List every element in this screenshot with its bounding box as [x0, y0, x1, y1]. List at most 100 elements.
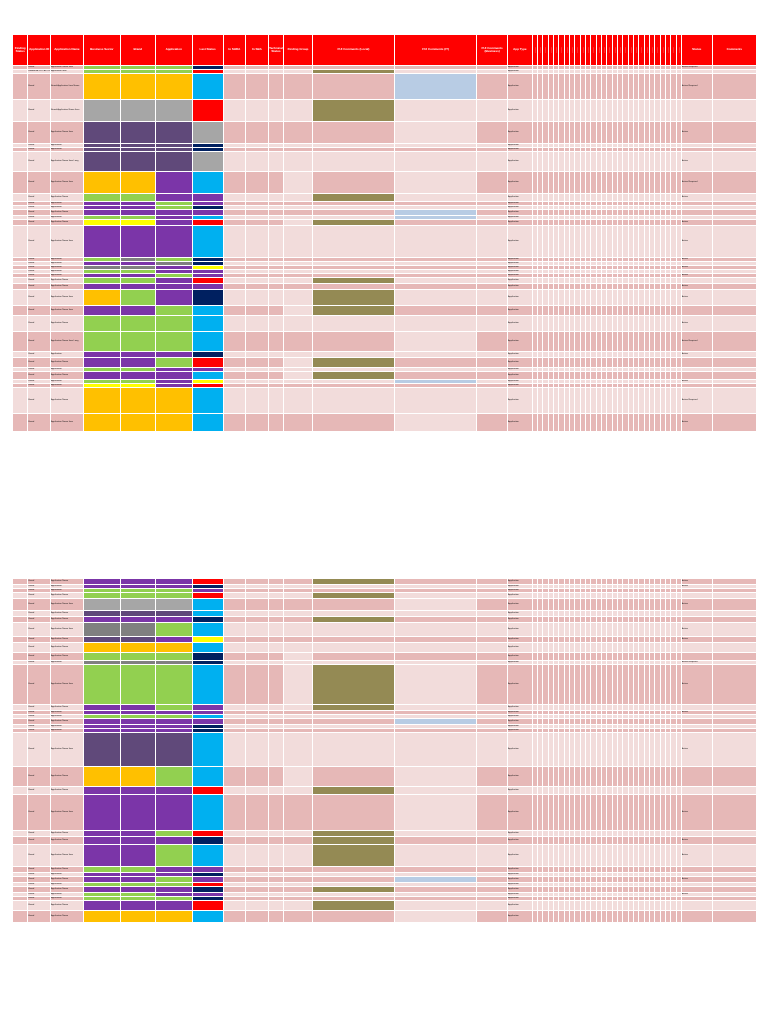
finding-status-cell	[12, 900, 29, 911]
table-row[interactable]: Brand Application Name Item Application Act…	[12, 844, 757, 867]
table-row[interactable]: Brand Application Name Item Application Act…	[12, 65, 757, 70]
in-sba-cell	[245, 836, 269, 845]
finding-group-cell	[283, 99, 313, 122]
table-row[interactable]: BRANDAPPLICATION Application Item Applicat…	[12, 69, 757, 74]
table-row[interactable]: Brand Brand Application Name Item Applicat…	[12, 99, 757, 122]
in-shda-cell	[222, 371, 247, 380]
application-name-cell: Application Name Item	[50, 413, 84, 432]
comments-cell	[711, 331, 757, 352]
table-row[interactable]: Brand Application Name Application	[12, 371, 757, 380]
table-row[interactable]: Brand Application Name Item Application Act…	[12, 289, 757, 306]
finding-status-cell	[12, 289, 29, 306]
in-shda-cell	[222, 900, 247, 911]
in-shda-cell	[222, 910, 247, 923]
table-row[interactable]: Brand Application Name Application	[12, 357, 757, 368]
table-row[interactable]: Brand Application Application Action	[12, 351, 757, 358]
finding-status-cell	[12, 766, 29, 787]
table-row[interactable]: Brand Application Name Application	[12, 786, 757, 795]
finding-status-cell	[12, 305, 29, 316]
last-status-cell	[191, 315, 224, 332]
table-row[interactable]: Brand Application Name Application	[12, 910, 757, 923]
table-row[interactable]: Brand Application Name Item Application Act…	[12, 732, 757, 767]
technical-status-cell	[267, 121, 285, 144]
finding-status-cell	[12, 732, 29, 767]
column-header: Finding Status	[12, 34, 29, 66]
table-row[interactable]: Brand Application Name Item Application Act…	[12, 413, 757, 432]
fui-comments-it-cell	[394, 598, 478, 611]
fui-comments-local-cell	[311, 652, 396, 661]
business-sector-cell	[82, 315, 121, 332]
table-row[interactable]: Brand Application Name Application	[12, 592, 757, 599]
table-row[interactable]: Brand Application Name Application Action	[12, 315, 757, 332]
application-id-cell: Brand	[27, 171, 51, 194]
comments-cell	[711, 836, 757, 845]
fui-comments-business-cell	[476, 331, 509, 352]
table-row[interactable]: Brand Application Name Item Long Applicati…	[12, 151, 757, 172]
table-row[interactable]: Brand Application Name Application Action R…	[12, 387, 757, 414]
application-cell	[154, 151, 193, 172]
table-row[interactable]: Brand Application Name Item Application Act…	[12, 794, 757, 831]
in-sba-cell	[245, 622, 269, 637]
application-cell	[154, 910, 193, 923]
table-row[interactable]: Brand Application Application	[12, 201, 757, 206]
table-row[interactable]: Brand Application Name Item Application Act…	[12, 664, 757, 705]
brand-cell	[119, 99, 156, 122]
finding-status-cell	[12, 664, 29, 705]
app-type-cell: Application	[507, 225, 533, 258]
finding-status-cell	[12, 910, 29, 923]
fui-comments-local-cell	[311, 732, 396, 767]
table-row[interactable]: Brand Application Name Item Application	[12, 305, 757, 316]
table-row[interactable]: Brand Application Name Item Application Act…	[12, 121, 757, 144]
table-row[interactable]: Brand Application Name Application Action	[12, 283, 757, 290]
table-row[interactable]: Brand Application Application	[12, 728, 757, 733]
app-type-cell: Application	[507, 193, 533, 202]
app-type-cell: Application	[507, 664, 533, 705]
table-row[interactable]: Brand Application Name Application	[12, 642, 757, 653]
application-cell	[154, 786, 193, 795]
comments-cell	[711, 225, 757, 258]
table-row[interactable]: Brand Application Name Application Action	[12, 193, 757, 202]
finding-status-cell	[12, 413, 29, 432]
fui-comments-it-cell	[394, 121, 478, 144]
comments-cell	[711, 664, 757, 705]
application-id-cell: Brand	[27, 642, 51, 653]
in-sba-cell	[245, 193, 269, 202]
table-row[interactable]: Brand Application Name Application Action	[12, 836, 757, 845]
business-sector-cell	[82, 836, 121, 845]
fui-comments-local-cell	[311, 766, 396, 787]
table-row[interactable]: Brand Application Name Application	[12, 652, 757, 661]
status-cell	[680, 357, 713, 368]
fui-comments-local-cell	[311, 331, 396, 352]
table-row[interactable]: Brand Application Name Item Application Act…	[12, 622, 757, 637]
application-id-cell: Brand	[27, 732, 51, 767]
application-name-cell: Application Name Item	[50, 171, 84, 194]
application-name-cell: Brand Application Name Item	[50, 99, 84, 122]
in-sba-cell	[245, 357, 269, 368]
technical-status-cell	[267, 357, 285, 368]
table-row[interactable]: Brand Application Name Item Application Act…	[12, 171, 757, 194]
in-shda-cell	[222, 786, 247, 795]
brand-cell	[119, 598, 156, 611]
business-sector-cell	[82, 387, 121, 414]
fui-comments-business-cell	[476, 794, 509, 831]
app-type-cell: Application	[507, 900, 533, 911]
table-row[interactable]: Brand Application Name Item Application Act…	[12, 225, 757, 258]
table-row[interactable]: Brand Application Name Application	[12, 866, 757, 873]
last-status-cell	[191, 622, 224, 637]
application-cell	[154, 357, 193, 368]
brand-cell	[119, 732, 156, 767]
sheet-page-1: Finding Status Application ID Application …	[12, 34, 757, 506]
fui-comments-local-cell	[311, 794, 396, 831]
fui-comments-local-cell	[311, 73, 396, 100]
table-row[interactable]: Brand Application Application Action Requir…	[12, 660, 757, 665]
table-row[interactable]: Brand Application Name Item Application Act…	[12, 598, 757, 611]
table-row[interactable]: Brand Application Name Application	[12, 766, 757, 787]
comments-cell	[711, 786, 757, 795]
table-row[interactable]: Brand Application Name Application	[12, 900, 757, 911]
table-row[interactable]: Brand Brand Application Item Name Applicat…	[12, 73, 757, 100]
fui-comments-local-cell	[311, 357, 396, 368]
table-row[interactable]: Brand Application Name Item Long Applicati…	[12, 331, 757, 352]
technical-status-cell	[267, 225, 285, 258]
finding-status-cell	[12, 622, 29, 637]
fui-comments-business-cell	[476, 99, 509, 122]
